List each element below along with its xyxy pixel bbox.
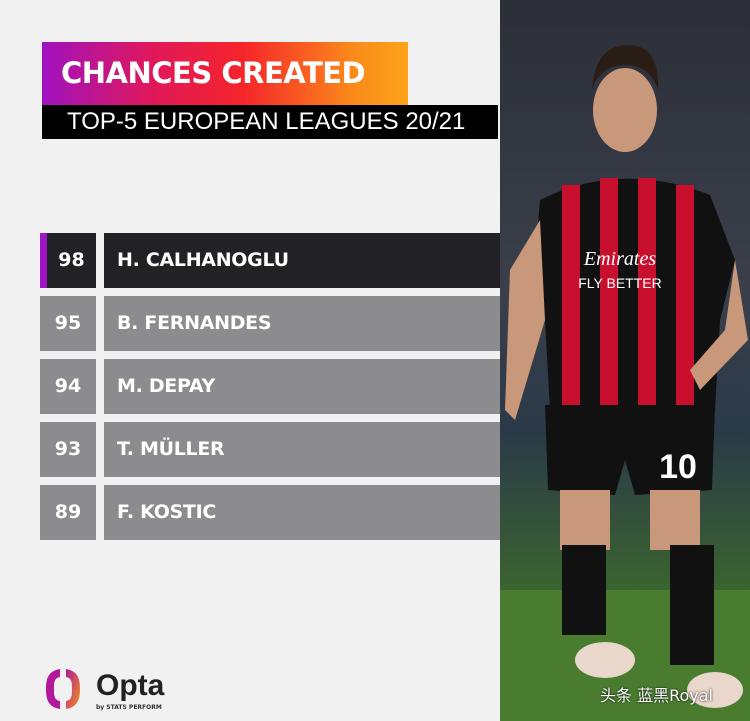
shirt-sponsor: Emirates [583,248,656,270]
head [593,68,657,152]
player-name: T. MÜLLER [104,422,500,477]
chances-value: 95 [40,296,96,351]
table-row: 98 H. CALHANOGLU [40,233,500,288]
chances-value: 89 [40,485,96,540]
infographic-panel: CHANCES CREATED TOP-5 EUROPEAN LEAGUES 2… [40,42,500,715]
shorts-number: 10 [659,448,697,486]
opta-brand: Opta [96,669,165,702]
watermark: 头条 蓝黑Royal [600,686,713,705]
table-row: 94 M. DEPAY [40,359,500,414]
opta-sub: by STATS PERFORM [96,704,162,711]
player-name: B. FERNANDES [104,296,500,351]
player-name: H. CALHANOGLU [104,233,500,288]
chart-subtitle: TOP-5 EUROPEAN LEAGUES 20/21 [42,105,498,139]
table-row: 89 F. KOSTIC [40,485,500,540]
player-name: M. DEPAY [104,359,500,414]
chances-value: 94 [40,359,96,414]
chances-value: 98 [40,233,96,288]
shorts [545,405,715,495]
table-row: 93 T. MÜLLER [40,422,500,477]
shirt-tagline: FLY BETTER [578,275,662,291]
opta-logo: Opta by STATS PERFORM [44,665,204,715]
opta-mark-icon [46,669,80,709]
chart-title: CHANCES CREATED [42,42,408,105]
table-row: 95 B. FERNANDES [40,296,500,351]
player-photo: Emirates FLY BETTER 10 [500,0,750,721]
chances-value: 93 [40,422,96,477]
player-name: F. KOSTIC [104,485,500,540]
